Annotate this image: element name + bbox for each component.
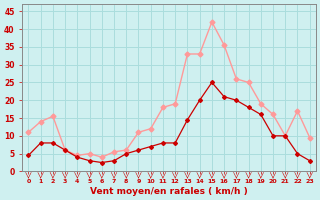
- X-axis label: Vent moyen/en rafales ( km/h ): Vent moyen/en rafales ( km/h ): [90, 187, 248, 196]
